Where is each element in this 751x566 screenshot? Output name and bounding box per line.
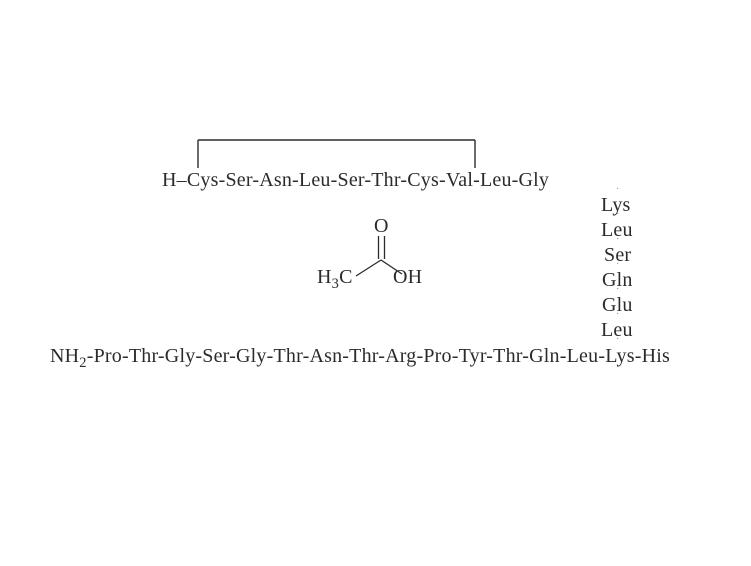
res-cys-7: Cys <box>407 169 439 191</box>
peptide-top-row: H–Cys-Ser-Asn-Leu-Ser-Thr-Cys-Val-Leu-Gl… <box>162 169 549 192</box>
connector-glu-leu: ˙ <box>616 315 619 320</box>
res-gly-30: Gly <box>165 345 196 367</box>
res-pro-23: Pro <box>423 345 451 367</box>
res-lys-18: Lys <box>605 345 635 367</box>
res-leu-9: Leu <box>480 169 512 191</box>
res-thr-27: Thr <box>274 345 303 367</box>
nh2-terminus: NH2 <box>50 345 87 367</box>
res-gly-28: Gly <box>236 345 267 367</box>
res-gln-20: Gln <box>529 345 560 367</box>
bond-lines <box>0 0 751 566</box>
connector-leu-ser: ˙ <box>616 240 619 245</box>
res-thr-25: Thr <box>349 345 378 367</box>
res-gly-10: Gly <box>519 169 550 191</box>
connector-gln-glu: ˙ <box>616 290 619 295</box>
res-thr-6: Thr <box>371 169 400 191</box>
res-leu-19: Leu <box>567 345 599 367</box>
connector-lys-leu: ˙ <box>616 215 619 220</box>
res-leu-4: Leu <box>299 169 331 191</box>
diagram-stage: H–Cys-Ser-Asn-Leu-Ser-Thr-Cys-Val-Leu-Gl… <box>0 0 751 566</box>
acetic-oh-label: OH <box>393 266 422 289</box>
res-arg-24: Arg <box>385 345 416 367</box>
res-val-8: Val <box>446 169 473 191</box>
acetic-ch3-label: H3C <box>317 266 353 289</box>
connector-gly-lys: ˙ <box>616 190 619 195</box>
acetic-o-label: O <box>374 215 389 238</box>
connector-ser-gln: ˙ <box>616 265 619 270</box>
res-ser-2: Ser <box>225 169 252 191</box>
res-thr-31: Thr <box>129 345 158 367</box>
res-asn-26: Asn <box>309 345 342 367</box>
h-terminus: H <box>162 169 177 191</box>
res-thr-21: Thr <box>493 345 522 367</box>
res-his-17: His <box>642 345 670 367</box>
res-tyr-22: Tyr <box>459 345 487 367</box>
res-asn-3: Asn <box>259 169 292 191</box>
res-pro-32: Pro <box>94 345 122 367</box>
res-ser-5: Ser <box>338 169 365 191</box>
peptide-bottom-row: NH2-Pro-Thr-Gly-Ser-Gly-Thr-Asn-Thr-Arg-… <box>50 345 670 368</box>
res-cys-1: Cys <box>187 169 219 191</box>
res-ser-29: Ser <box>202 345 229 367</box>
